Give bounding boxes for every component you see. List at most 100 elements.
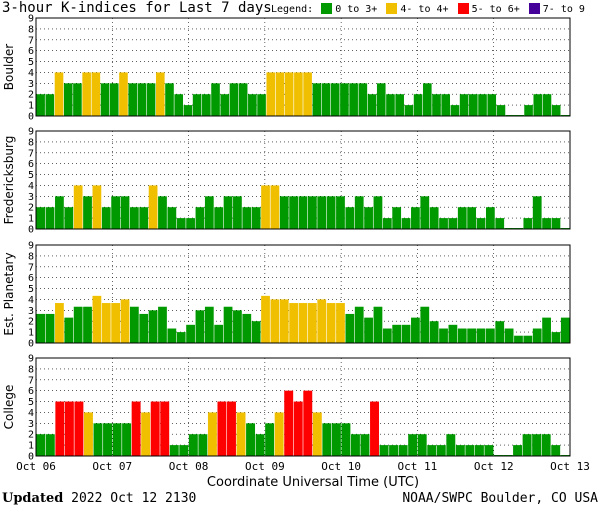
- k-index-bar: [83, 306, 92, 343]
- k-index-bar: [312, 412, 322, 456]
- k-index-bar: [83, 412, 93, 456]
- k-index-bar: [167, 207, 177, 229]
- k-index-bar: [478, 94, 487, 116]
- k-index-bar: [233, 310, 242, 343]
- k-index-bar: [204, 306, 214, 343]
- k-index-bar: [469, 94, 478, 116]
- k-index-bar: [111, 303, 121, 343]
- k-index-bar: [404, 105, 414, 116]
- k-index-bar: [336, 303, 345, 343]
- k-index-bar: [279, 299, 289, 343]
- k-index-bar: [36, 207, 46, 229]
- k-index-bar: [160, 401, 170, 456]
- y-tick-label: 8: [28, 24, 34, 35]
- k-index-bar: [436, 445, 446, 456]
- k-index-bar: [141, 412, 151, 456]
- k-index-bar: [148, 185, 158, 229]
- k-index-bar: [401, 218, 411, 229]
- panel-frame: [35, 130, 571, 230]
- k-index-bar: [367, 94, 377, 116]
- k-index-bar: [476, 218, 486, 229]
- k-index-bar: [307, 196, 317, 229]
- k-index-bar: [284, 72, 294, 116]
- k-index-bar: [270, 185, 280, 229]
- k-index-bar: [186, 324, 195, 343]
- k-index-bar: [523, 335, 533, 343]
- updated-label: Updated: [2, 491, 64, 506]
- k-index-bar: [551, 332, 561, 343]
- k-index-bar: [386, 94, 395, 116]
- k-index-bar: [345, 207, 355, 229]
- k-index-bar: [370, 401, 379, 456]
- k-index-bar: [349, 83, 358, 116]
- k-index-bar: [251, 207, 261, 229]
- y-tick-label: 5: [28, 170, 34, 181]
- k-index-bar: [207, 412, 217, 456]
- k-index-bar: [485, 328, 495, 343]
- k-index-bar: [217, 401, 227, 456]
- k-index-bar: [373, 196, 383, 229]
- k-index-bar: [411, 317, 420, 343]
- k-index-bar: [158, 196, 167, 229]
- k-index-bar: [532, 434, 542, 456]
- k-index-bar: [261, 185, 270, 229]
- k-index-bar: [248, 94, 257, 116]
- legend: Legend: 0 to 3+ 4- to 4+ 5- to 6+ 7- to …: [271, 3, 586, 15]
- k-index-bar: [257, 94, 266, 116]
- y-tick-label: 9: [28, 241, 34, 252]
- k-index-bar: [312, 83, 322, 116]
- k-index-bar: [432, 94, 441, 116]
- k-index-bar: [165, 83, 174, 116]
- k-index-bar: [532, 196, 542, 229]
- y-tick-label: 5: [28, 284, 34, 295]
- k-index-bar: [459, 94, 469, 116]
- y-tick-label: 4: [28, 295, 34, 306]
- k-index-bar: [330, 83, 340, 116]
- k-index-bar: [542, 317, 551, 343]
- k-index-bar: [266, 72, 276, 116]
- k-index-bar: [223, 196, 233, 229]
- k-index-bar: [64, 401, 74, 456]
- k-index-bar: [198, 434, 208, 456]
- k-index-bar: [233, 196, 242, 229]
- y-tick-label: 3: [28, 192, 34, 203]
- y-tick-label: 2: [28, 90, 34, 101]
- k-index-bar: [360, 434, 370, 456]
- y-tick-label: 5: [28, 397, 34, 408]
- k-index-bar: [496, 105, 506, 116]
- k-index-bar: [457, 207, 467, 229]
- k-index-bar: [192, 94, 202, 116]
- k-index-bar: [45, 434, 55, 456]
- k-index-bar: [398, 445, 408, 456]
- k-index-bar: [541, 434, 551, 456]
- k-index-bar: [429, 207, 439, 229]
- k-index-bar: [340, 83, 349, 116]
- panel-station-label: Boulder: [2, 44, 16, 91]
- k-index-bar: [167, 328, 177, 343]
- legend-item-label: 5- to 6+: [471, 4, 520, 15]
- legend-item-0: 0 to 3+: [319, 3, 377, 15]
- k-index-bar: [484, 445, 494, 456]
- k-index-bar: [364, 207, 373, 229]
- k-index-bar: [128, 83, 137, 116]
- y-tick-label: 1: [28, 214, 34, 225]
- k-index-bar: [341, 423, 351, 456]
- y-tick-label: 1: [28, 101, 34, 112]
- k-index-bar: [229, 83, 239, 116]
- y-tick-label: 2: [28, 203, 34, 214]
- k-index-bar: [392, 324, 402, 343]
- k-index-bar: [36, 313, 46, 343]
- k-index-bar: [551, 445, 561, 456]
- k-index-bar: [524, 105, 533, 116]
- k-index-bar: [322, 423, 332, 456]
- k-index-bar: [204, 196, 214, 229]
- k-index-bar: [358, 83, 368, 116]
- k-index-bar: [293, 401, 303, 456]
- y-tick-label: 6: [28, 273, 34, 284]
- k-index-bar: [227, 401, 236, 456]
- k-index-bar: [408, 434, 418, 456]
- k-index-bar: [195, 207, 205, 229]
- y-tick-label: 5: [28, 57, 34, 68]
